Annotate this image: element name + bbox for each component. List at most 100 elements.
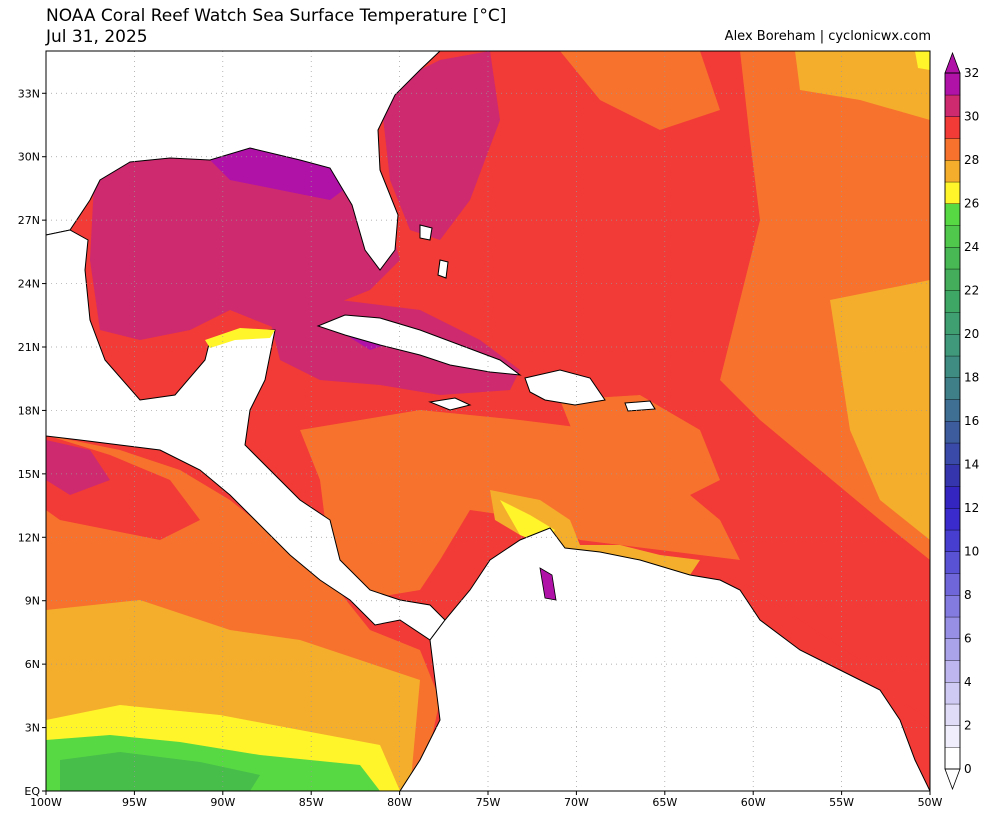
colorbar-label: 6 [964,632,972,646]
lat-tick-label: 15N [18,468,40,481]
land-mexico-central-america [46,229,446,641]
map-date: Jul 31, 2025 [46,27,148,47]
lat-tick-label: EQ [24,785,40,798]
lat-tick-label: 3N [25,722,40,735]
lon-tick-label: 70W [564,796,589,809]
lon-tick-label: 50W [918,796,943,809]
lat-tick-label: 9N [25,595,40,608]
colorbar-label: 0 [964,762,972,776]
colorbar-label: 26 [964,197,979,211]
colorbar-segment [944,725,961,748]
sst-field-27-ne [795,51,930,120]
colorbar-frame [944,72,961,770]
colorbar-segment [944,181,961,204]
colorbar-segment [944,138,961,161]
colorbar-label: 14 [964,458,979,472]
colorbar-segment [944,507,961,531]
map-title: NOAA Coral Reef Watch Sea Surface Temper… [46,6,507,26]
colorbar-segment [944,225,961,248]
colorbar-label: 2 [964,719,972,733]
colorbar-label: 12 [964,501,979,515]
colorbar-segment [944,442,961,465]
colorbar-segment [944,333,961,357]
sst-field-28-central-carib [560,395,720,500]
lat-tick-label: 18N [18,404,40,417]
map-credit: Alex Boreham | cyclonicwx.com [724,29,931,44]
sst-field-27-south-carib [490,490,700,575]
lon-tick-label: 65W [652,796,677,809]
colorbar-segment [944,638,961,661]
lon-tick-label: 85W [299,796,324,809]
lat-tick-label: 33N [18,87,40,100]
colorbar-min-extend [944,768,961,791]
colorbar-segment [944,159,961,183]
colorbar-label: 4 [964,675,972,689]
colorbar-segment [944,246,961,270]
colorbar-segment [944,355,961,378]
sst-field-30-atlantic-coast [380,51,500,240]
lon-tick-label: 100W [30,796,62,809]
land-bahamas-2 [437,259,449,279]
colorbar-label: 30 [964,110,979,124]
lon-tick-label: 75W [476,796,501,809]
land-south-america [399,527,930,791]
land-bahamas [419,224,433,241]
colorbar-segment [944,399,961,422]
colorbar-label: 8 [964,588,972,602]
lat-tick-label: 30N [18,151,40,164]
colorbar-segment [944,312,961,335]
land-cuba [316,314,522,376]
land-hispaniola [524,369,606,406]
lon-tick-label: 80W [387,796,412,809]
map-plot-area [46,51,930,791]
sst-field-27-east [830,280,930,540]
colorbar-segment [944,116,961,139]
lat-tick-label: 24N [18,278,40,291]
sst-field-26-ne [915,51,930,70]
lon-tick-label: 60W [741,796,766,809]
land-jamaica [428,397,472,411]
colorbar-segment [944,747,961,770]
colorbar-segment [944,573,961,596]
colorbar-segment [944,486,961,509]
lat-tick-label: 27N [18,214,40,227]
colorbar-segment [944,616,961,639]
sst-field-28-north [560,51,720,130]
colorbar-label: 28 [964,153,979,167]
land-united-states [46,51,441,271]
colorbar-segment [944,377,961,400]
colorbar-segment [944,464,961,487]
colorbar-segment [944,203,961,226]
colorbar-label: 32 [964,66,979,80]
colorbar-label: 20 [964,327,979,341]
colorbar-segment [944,72,961,96]
gridlines [46,51,930,791]
lat-tick-label: 21N [18,341,40,354]
lon-tick-label: 90W [210,796,235,809]
lat-tick-label: 6N [25,658,40,671]
colorbar-label: 18 [964,371,979,385]
colorbar-label: 16 [964,414,979,428]
sst-field-24-pacific [60,752,260,791]
colorbar-segment [944,681,961,705]
colorbar-label: 24 [964,240,979,254]
colorbar-segment [944,529,961,552]
colorbar-segment [944,420,961,444]
colorbar-segment [944,290,961,313]
sst-field-26-yucatan [205,328,275,348]
colorbar-label: 10 [964,545,979,559]
land [46,51,930,791]
colorbar-label: 22 [964,284,979,298]
colorbar-segment [944,268,961,291]
colorbar-segment [944,594,961,618]
lon-tick-label: 55W [829,796,854,809]
lake-maracaibo [539,567,557,601]
land-puerto-rico [624,400,656,412]
sst-field-29-guiana [740,580,930,791]
sst-field-30-pacific [46,440,110,495]
colorbar-segment [944,94,961,117]
colorbar-segment [944,703,961,726]
